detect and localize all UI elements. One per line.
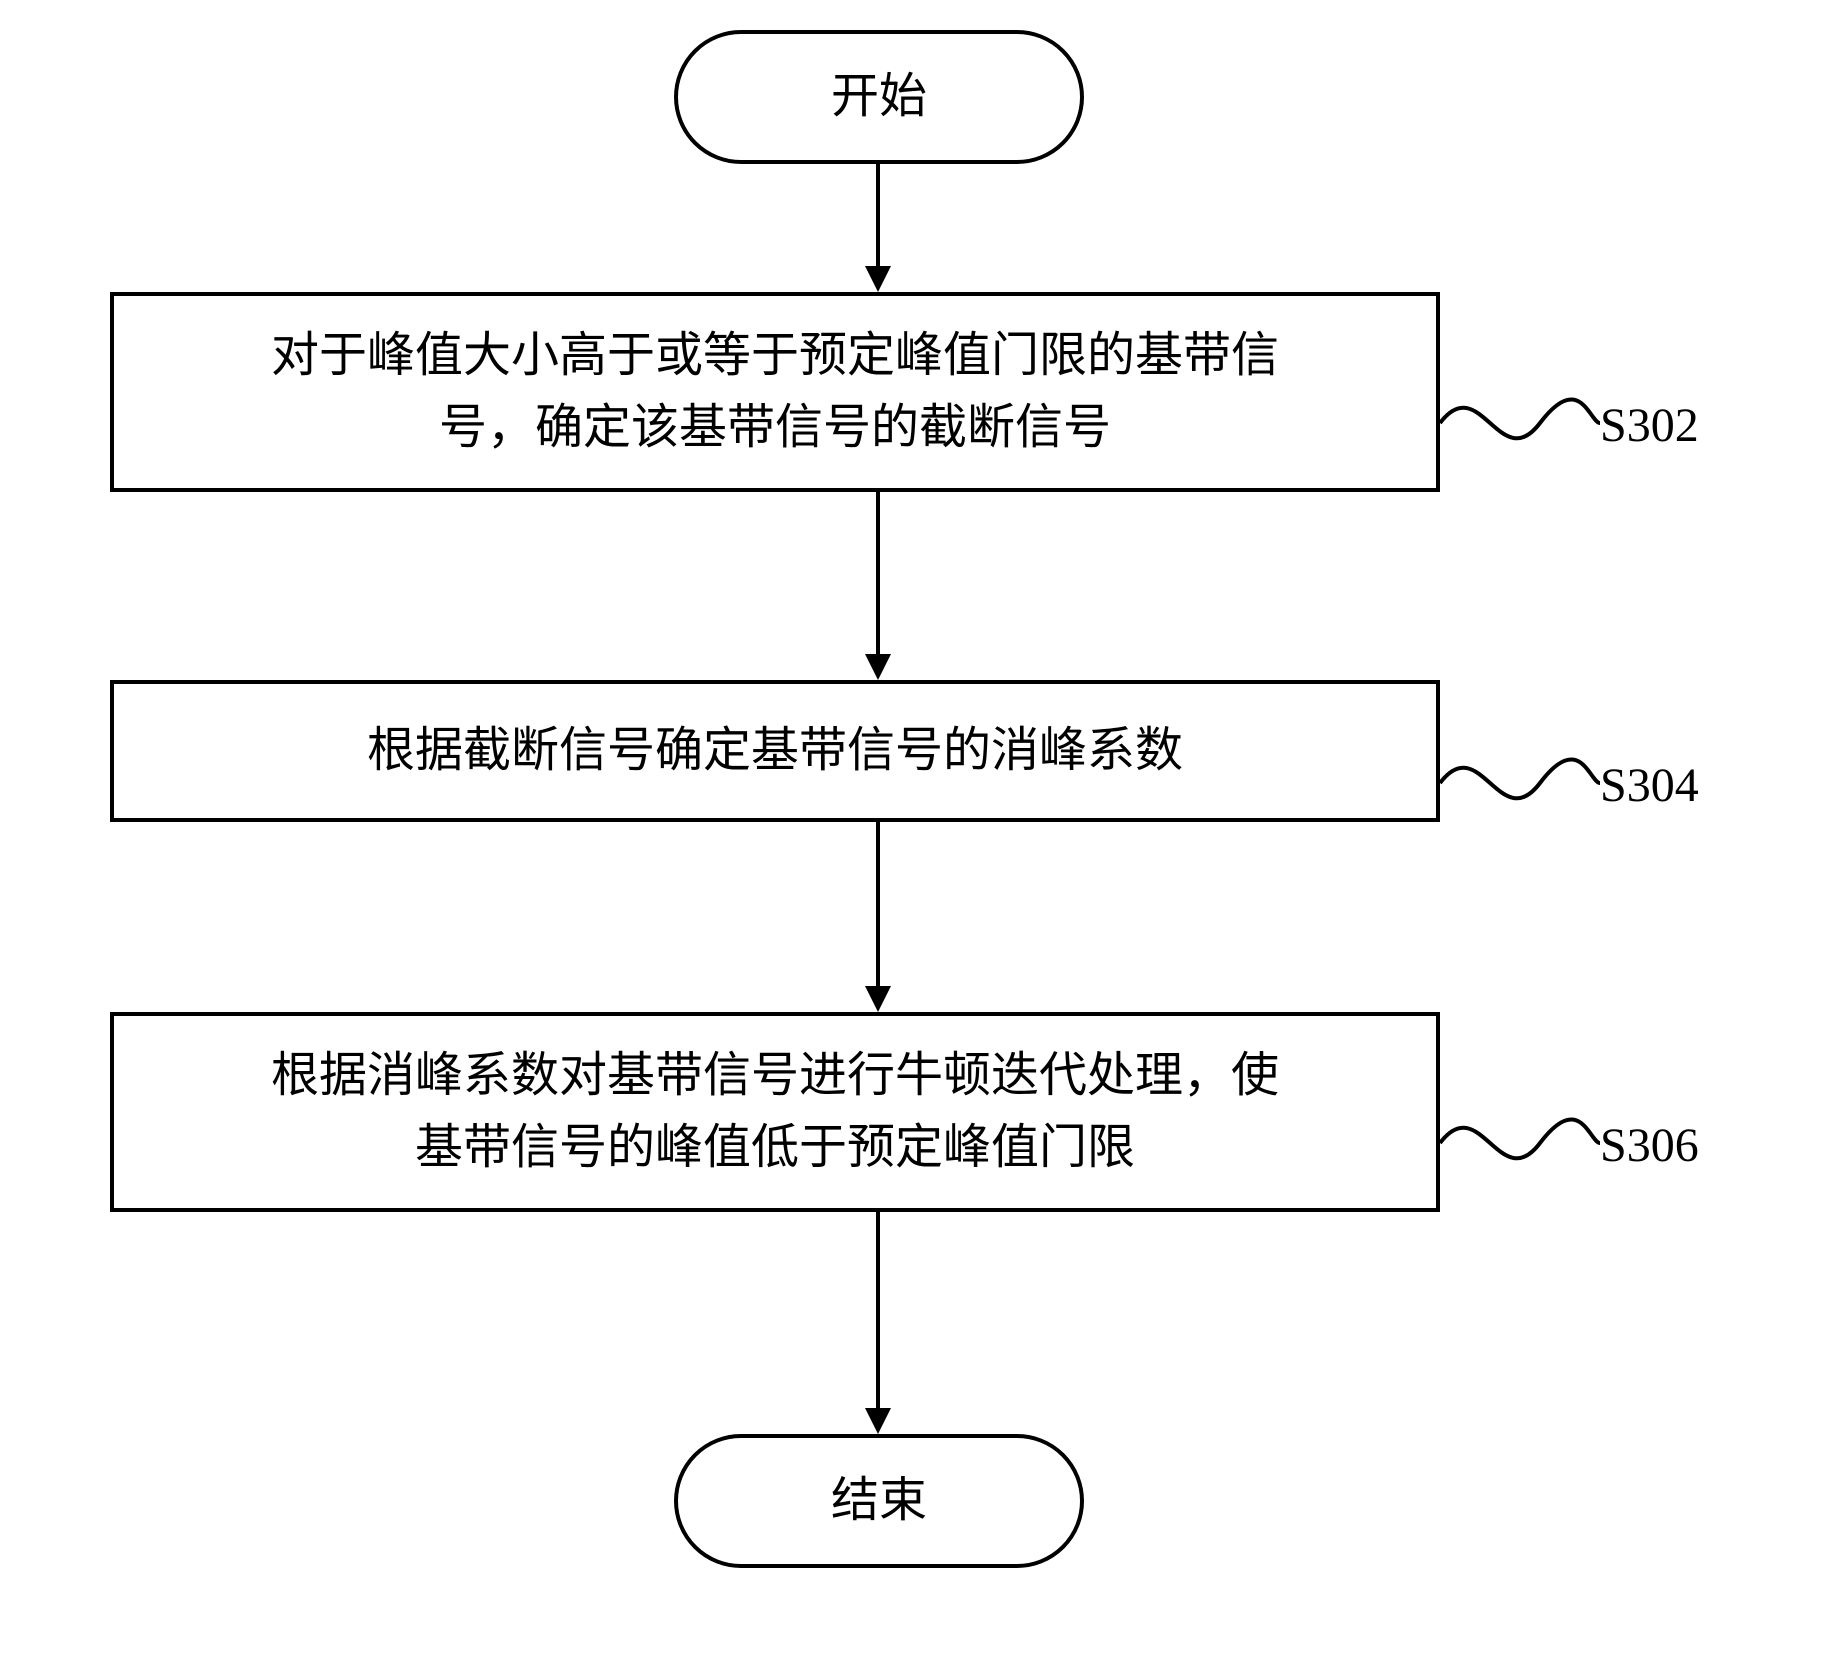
node-end-label: 结束 <box>831 1465 927 1537</box>
node-start: 开始 <box>674 30 1084 164</box>
node-s304-label: 根据截断信号确定基带信号的消峰系数 <box>367 715 1183 787</box>
node-s302-label: 对于峰值大小高于或等于预定峰值门限的基带信 号，确定该基带信号的截断信号 <box>271 320 1279 464</box>
edge-s302-s304-line <box>876 492 880 654</box>
node-s306: 根据消峰系数对基带信号进行牛顿迭代处理，使 基带信号的峰值低于预定峰值门限 <box>110 1012 1440 1212</box>
edge-s306-end-head <box>865 1408 891 1434</box>
connector-s302 <box>1440 380 1600 466</box>
step-label-s302: S302 <box>1600 398 1699 453</box>
node-s304: 根据截断信号确定基带信号的消峰系数 <box>110 680 1440 822</box>
connector-s306 <box>1440 1100 1600 1186</box>
connector-s304 <box>1440 740 1600 826</box>
edge-start-s302-head <box>865 266 891 292</box>
node-start-label: 开始 <box>831 61 927 133</box>
edge-s304-s306-line <box>876 822 880 986</box>
node-end: 结束 <box>674 1434 1084 1568</box>
edge-s306-end-line <box>876 1212 880 1408</box>
edge-s302-s304-head <box>865 654 891 680</box>
step-label-s304: S304 <box>1600 758 1699 813</box>
node-s302: 对于峰值大小高于或等于预定峰值门限的基带信 号，确定该基带信号的截断信号 <box>110 292 1440 492</box>
edge-start-s302-line <box>876 164 880 266</box>
node-s306-label: 根据消峰系数对基带信号进行牛顿迭代处理，使 基带信号的峰值低于预定峰值门限 <box>271 1040 1279 1184</box>
edge-s304-s306-head <box>865 986 891 1012</box>
flowchart-canvas: 开始 对于峰值大小高于或等于预定峰值门限的基带信 号，确定该基带信号的截断信号 … <box>0 0 1838 1674</box>
step-label-s306: S306 <box>1600 1118 1699 1173</box>
